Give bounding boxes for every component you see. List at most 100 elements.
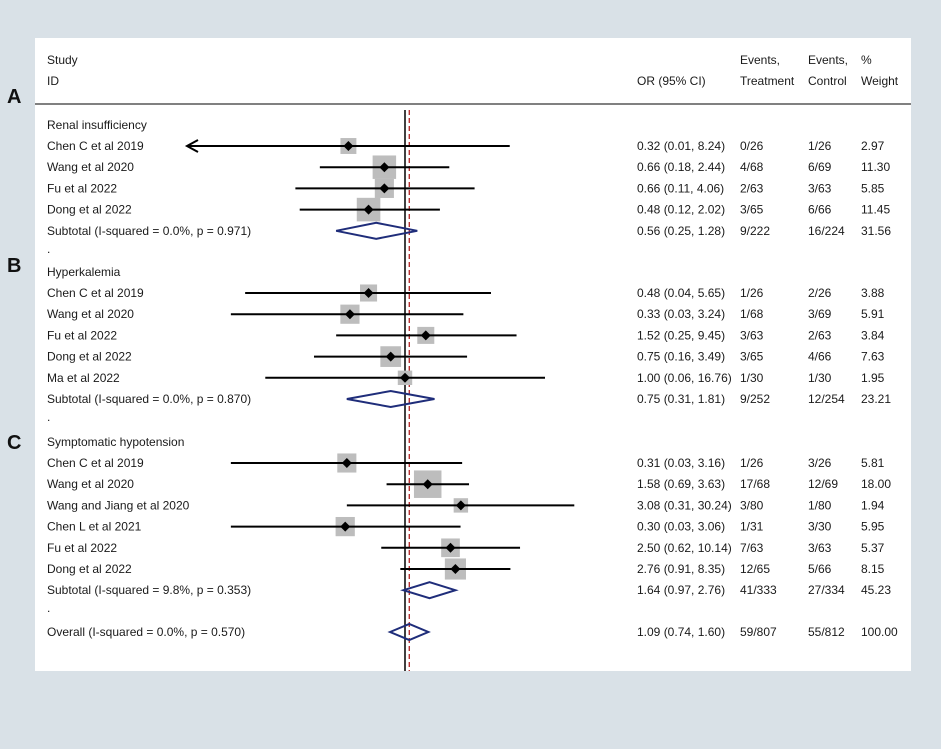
group-spacer: . xyxy=(47,410,50,424)
point-estimate xyxy=(379,183,390,194)
study-label: Chen C et al 2019 xyxy=(47,456,144,470)
study-events-treatment: 3/63 xyxy=(740,328,764,342)
study-weight: 18.00 xyxy=(861,477,891,491)
subtotal-events-treatment: 41/333 xyxy=(740,583,777,597)
study-events-treatment: 1/26 xyxy=(740,456,764,470)
forest-plot: Study ID OR (95% CI) Events, Treatment Events… xyxy=(35,53,911,671)
point-estimate xyxy=(455,500,466,511)
group-label: Symptomatic hypotension xyxy=(47,435,184,449)
header-events-treatment: Events, xyxy=(740,53,780,67)
point-estimate xyxy=(363,288,374,298)
study-weight: 5.81 xyxy=(861,456,885,470)
study-events-control: 1/26 xyxy=(808,139,832,153)
study-or-ci: 0.31 (0.03, 3.16) xyxy=(637,456,725,470)
study-label: Dong et al 2022 xyxy=(47,350,132,364)
subtotal-label: Subtotal (I-squared = 0.0%, p = 0.870) xyxy=(47,392,251,406)
subtotal-events-treatment: 9/222 xyxy=(740,224,770,238)
study-weight: 1.94 xyxy=(861,498,885,512)
subtotal-events-control: 12/254 xyxy=(808,392,845,406)
overall-or-ci: 1.09 (0.74, 1.60) xyxy=(637,625,725,639)
subtotal-or-ci: 0.75 (0.31, 1.81) xyxy=(637,392,725,406)
study-weight: 3.88 xyxy=(861,286,885,300)
study-events-treatment: 12/65 xyxy=(740,562,770,576)
study-or-ci: 0.66 (0.18, 2.44) xyxy=(637,160,725,174)
study-or-ci: 1.58 (0.69, 3.63) xyxy=(637,477,725,491)
study-events-control: 4/66 xyxy=(808,350,832,364)
letter-a: A xyxy=(7,86,22,108)
study-or-ci: 0.30 (0.03, 3.06) xyxy=(637,520,725,534)
study-weight: 2.97 xyxy=(861,139,885,153)
header-or-ci: OR (95% CI) xyxy=(637,74,706,88)
study-events-control: 6/66 xyxy=(808,203,832,217)
study-events-control: 3/63 xyxy=(808,541,832,555)
study-weight: 5.91 xyxy=(861,307,885,321)
study-events-control: 2/26 xyxy=(808,286,832,300)
study-label: Wang and Jiang et al 2020 xyxy=(47,498,190,512)
study-events-control: 5/66 xyxy=(808,562,832,576)
study-or-ci: 0.75 (0.16, 3.49) xyxy=(637,350,725,364)
study-events-control: 1/80 xyxy=(808,498,832,512)
study-events-treatment: 1/30 xyxy=(740,371,764,385)
point-estimate xyxy=(400,372,410,383)
group-label: Hyperkalemia xyxy=(47,265,121,279)
study-events-treatment: 17/68 xyxy=(740,477,770,491)
letter-b: B xyxy=(7,255,22,277)
overall-weight: 100.00 xyxy=(861,625,898,639)
overall-label: Overall (I-squared = 0.0%, p = 0.570) xyxy=(47,625,245,639)
subtotal-events-treatment: 9/252 xyxy=(740,392,770,406)
study-or-ci: 0.32 (0.01, 8.24) xyxy=(637,139,725,153)
subtotal-or-ci: 1.64 (0.97, 2.76) xyxy=(637,583,725,597)
point-estimate xyxy=(450,564,461,574)
overall-events-treatment: 59/807 xyxy=(740,625,777,639)
study-label: Wang et al 2020 xyxy=(47,477,134,491)
study-label: Dong et al 2022 xyxy=(47,562,132,576)
point-estimate xyxy=(422,479,433,490)
study-weight: 1.95 xyxy=(861,371,885,385)
study-label: Fu et al 2022 xyxy=(47,328,117,342)
study-weight: 11.45 xyxy=(861,203,890,217)
overall-diamond xyxy=(387,622,431,642)
study-label: Chen C et al 2019 xyxy=(47,286,144,300)
header-weight: Weight xyxy=(861,74,899,88)
study-or-ci: 0.48 (0.12, 2.02) xyxy=(637,203,725,217)
study-label: Fu et al 2022 xyxy=(47,541,117,555)
study-label: Fu et al 2022 xyxy=(47,181,117,195)
point-estimate xyxy=(343,141,354,151)
study-events-control: 3/63 xyxy=(808,181,832,195)
point-estimate xyxy=(344,309,355,320)
study-events-treatment: 1/68 xyxy=(740,307,764,321)
subtotal-or-ci: 0.56 (0.25, 1.28) xyxy=(637,224,725,238)
point-estimate xyxy=(341,458,352,468)
study-or-ci: 1.00 (0.06, 16.76) xyxy=(637,371,732,385)
study-events-treatment: 7/63 xyxy=(740,541,764,555)
study-events-treatment: 3/65 xyxy=(740,350,764,364)
study-weight: 5.85 xyxy=(861,181,885,195)
point-estimate xyxy=(363,204,374,215)
header-control: Control xyxy=(808,74,847,88)
study-or-ci: 2.50 (0.62, 10.14) xyxy=(637,541,732,555)
subtotal-weight: 31.56 xyxy=(861,224,891,238)
forest-plot-panel: Study ID OR (95% CI) Events, Treatment Events… xyxy=(35,38,911,671)
study-events-control: 12/69 xyxy=(808,477,838,491)
study-label: Chen C et al 2019 xyxy=(47,139,144,153)
study-label: Wang et al 2020 xyxy=(47,307,134,321)
study-events-control: 2/63 xyxy=(808,328,832,342)
study-events-treatment: 4/68 xyxy=(740,160,764,174)
study-label: Wang et al 2020 xyxy=(47,160,134,174)
study-label: Dong et al 2022 xyxy=(47,203,132,217)
study-events-control: 3/69 xyxy=(808,307,832,321)
point-estimate xyxy=(379,162,390,173)
ci-arrow-left xyxy=(184,139,199,153)
subtotal-diamond xyxy=(400,581,459,600)
subtotal-weight: 23.21 xyxy=(861,392,891,406)
study-weight: 7.63 xyxy=(861,350,885,364)
group-label: Renal insufficiency xyxy=(47,118,147,132)
header-pct: % xyxy=(861,53,872,67)
study-weight: 5.37 xyxy=(861,541,885,555)
study-weight: 3.84 xyxy=(861,328,885,342)
study-weight: 5.95 xyxy=(861,520,885,534)
point-estimate xyxy=(340,521,351,532)
subtotal-diamond xyxy=(335,221,418,240)
study-or-ci: 0.33 (0.03, 3.24) xyxy=(637,307,725,321)
group-spacer: . xyxy=(47,601,50,615)
